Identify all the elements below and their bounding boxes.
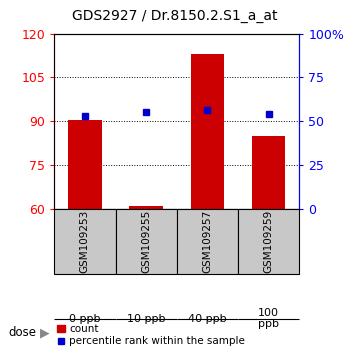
Bar bbox=[68, 120, 102, 209]
Text: dose: dose bbox=[9, 326, 37, 339]
Text: GDS2927 / Dr.8150.2.S1_a_at: GDS2927 / Dr.8150.2.S1_a_at bbox=[72, 9, 278, 23]
Bar bbox=[129, 206, 163, 209]
Legend: count, percentile rank within the sample: count, percentile rank within the sample bbox=[52, 320, 249, 350]
Text: 0 ppb: 0 ppb bbox=[69, 314, 101, 324]
Text: 100
ppb: 100 ppb bbox=[258, 308, 279, 330]
Text: GSM109257: GSM109257 bbox=[202, 210, 212, 273]
Text: ▶: ▶ bbox=[40, 326, 50, 339]
Bar bbox=[177, 209, 238, 274]
Text: GSM109255: GSM109255 bbox=[141, 210, 151, 273]
Bar bbox=[54, 209, 116, 274]
Text: GSM109253: GSM109253 bbox=[80, 210, 90, 273]
Text: 40 ppb: 40 ppb bbox=[188, 314, 227, 324]
Bar bbox=[238, 209, 299, 274]
Bar bbox=[252, 136, 286, 209]
Bar bbox=[116, 209, 177, 274]
Text: GSM109259: GSM109259 bbox=[264, 210, 274, 273]
Text: 10 ppb: 10 ppb bbox=[127, 314, 165, 324]
Bar bbox=[190, 54, 224, 209]
